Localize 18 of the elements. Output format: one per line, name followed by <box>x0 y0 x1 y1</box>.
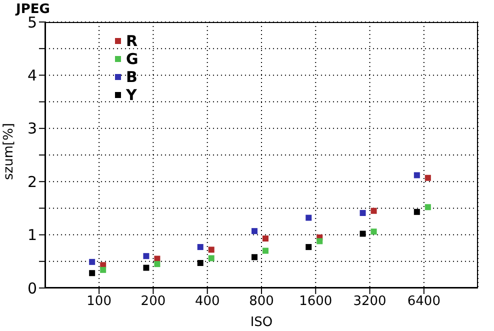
y-tick-label: 1 <box>27 226 37 244</box>
legend-label: R <box>126 32 138 50</box>
x-tick-label: 1600 <box>299 294 332 310</box>
y-tick-label: 4 <box>27 66 37 85</box>
x-tick-label: 100 <box>86 294 112 310</box>
x-tick-label: 200 <box>140 294 166 310</box>
y-axis-title: szum[%] <box>2 123 17 180</box>
y-tick-label: 3 <box>27 120 37 138</box>
x-tick-label: 3200 <box>353 294 386 310</box>
legend-label: B <box>126 68 138 86</box>
legend-label: G <box>126 50 138 68</box>
x-tick-label: 400 <box>194 294 220 310</box>
x-axis-title: ISO <box>250 315 273 330</box>
legend-label: Y <box>126 86 137 104</box>
y-tick-label: 0 <box>27 279 37 298</box>
x-tick-label: 800 <box>249 294 274 310</box>
y-tick-label: 2 <box>27 172 37 191</box>
x-tick-label: 6400 <box>407 294 440 310</box>
